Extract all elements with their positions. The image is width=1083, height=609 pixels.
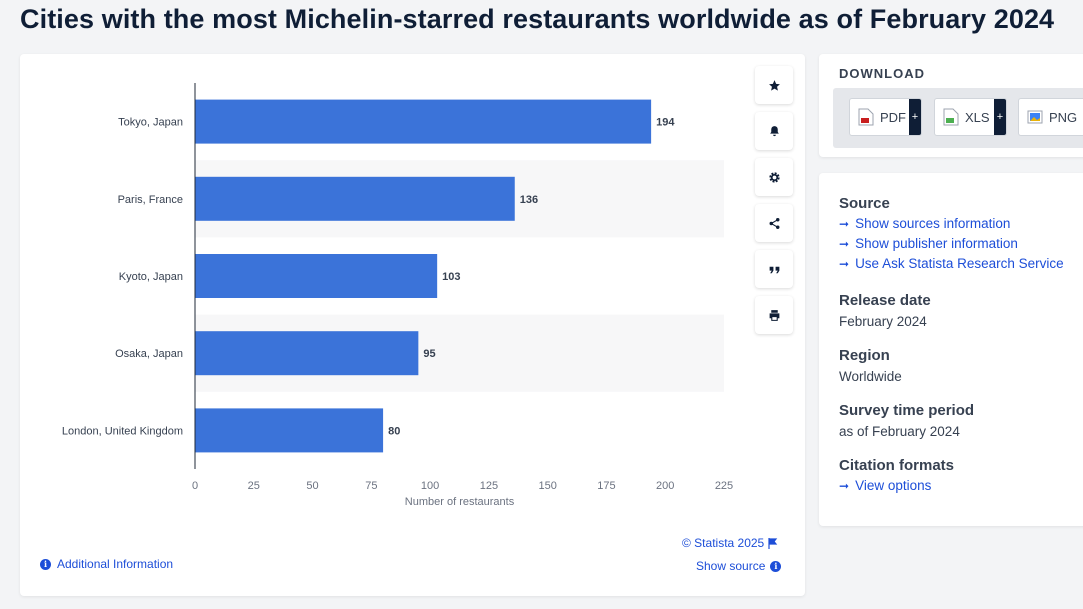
download-pdf-button[interactable]: PDF + — [849, 98, 922, 136]
bar[interactable] — [195, 99, 652, 144]
survey-heading: Survey time period — [839, 402, 975, 419]
ask-statista-link[interactable]: ➞ Use Ask Statista Research Service — [839, 256, 1064, 271]
value-label: 80 — [388, 425, 400, 437]
png-file-icon — [1027, 110, 1043, 124]
print-icon — [769, 309, 779, 321]
source-heading: Source — [839, 195, 890, 212]
x-tick-label: 50 — [306, 480, 318, 492]
print-button[interactable] — [755, 296, 793, 334]
release-section: Release date February 2024 — [839, 292, 931, 329]
bar[interactable] — [195, 331, 419, 376]
arrow-right-icon: ➞ — [839, 478, 850, 493]
notification-button[interactable] — [755, 112, 793, 150]
share-icon — [769, 217, 779, 229]
view-options-link[interactable]: ➞ View options — [839, 478, 954, 493]
value-label: 95 — [423, 348, 435, 360]
bar[interactable] — [195, 254, 438, 298]
ask-statista-label: Use Ask Statista Research Service — [855, 256, 1064, 271]
citation-heading: Citation formats — [839, 457, 955, 474]
pdf-plus[interactable]: + — [909, 99, 921, 135]
x-tick-label: 150 — [538, 480, 556, 492]
png-label: PNG — [1049, 109, 1078, 125]
download-xls-button[interactable]: XLS + — [934, 98, 1007, 136]
info-icon: i — [770, 560, 782, 572]
favorite-button[interactable] — [755, 66, 793, 104]
region-section: Region Worldwide — [839, 347, 902, 384]
x-tick-label: 100 — [421, 480, 439, 492]
source-card: Source ➞ Show sources information ➞ Show p… — [819, 173, 1083, 526]
x-tick-label: 75 — [365, 480, 377, 492]
credit-text: © Statista 2025 — [682, 536, 765, 550]
chart-toolbar — [755, 66, 795, 342]
release-heading: Release date — [839, 292, 931, 309]
show-publisher-link[interactable]: ➞ Show publisher information — [839, 236, 1064, 251]
bar[interactable] — [195, 408, 384, 453]
bar-chart: Tokyo, Japan 194 Paris, France 136 Kyoto, Ja… — [62, 83, 733, 508]
x-tick-label: 25 — [248, 480, 260, 492]
arrow-right-icon: ➞ — [839, 236, 850, 251]
quote-icon — [769, 266, 779, 273]
survey-value: as of February 2024 — [839, 424, 960, 439]
value-label: 194 — [656, 117, 675, 129]
additional-info-label: Additional Information — [57, 557, 174, 571]
xls-file-icon — [943, 108, 959, 126]
value-label: 136 — [520, 194, 538, 206]
pdf-label: PDF — [880, 109, 906, 125]
pdf-file-icon — [858, 108, 874, 126]
chart-card: Tokyo, Japan 194 Paris, France 136 Kyoto, Ja… — [20, 54, 805, 596]
x-tick-label: 200 — [656, 480, 674, 492]
arrow-right-icon: ➞ — [839, 256, 850, 271]
x-tick-label: 175 — [597, 480, 615, 492]
survey-section: Survey time period as of February 2024 — [839, 402, 974, 439]
category-label: London, United Kingdom — [62, 425, 183, 437]
settings-button[interactable] — [755, 158, 793, 196]
info-icon: i — [40, 558, 51, 570]
flag-icon — [768, 537, 778, 549]
region-value: Worldwide — [839, 369, 902, 384]
bell-icon — [769, 125, 779, 136]
star-icon — [768, 79, 780, 91]
category-label: Paris, France — [118, 194, 183, 206]
download-title: DOWNLOAD — [839, 66, 925, 81]
xls-label: XLS — [965, 109, 990, 125]
share-button[interactable] — [755, 204, 793, 242]
show-sources-label: Show sources information — [855, 216, 1011, 231]
arrow-right-icon: ➞ — [839, 216, 850, 231]
download-card: DOWNLOAD PDF + XLS + PNG + — [819, 54, 1083, 157]
region-heading: Region — [839, 347, 890, 364]
page-title: Cities with the most Michelin-starred re… — [20, 4, 1055, 34]
x-tick-label: 125 — [480, 480, 498, 492]
xls-plus[interactable]: + — [994, 99, 1006, 135]
x-tick-label: 0 — [192, 480, 198, 492]
x-tick-label: 225 — [715, 480, 733, 492]
release-value: February 2024 — [839, 314, 927, 329]
view-options-label: View options — [855, 478, 932, 493]
category-label: Tokyo, Japan — [118, 117, 183, 129]
cite-button[interactable] — [755, 250, 793, 288]
download-strip: PDF + XLS + PNG + — [833, 88, 1083, 148]
category-label: Osaka, Japan — [115, 348, 183, 360]
category-label: Kyoto, Japan — [119, 271, 183, 283]
show-source-link[interactable]: Show source i — [696, 559, 782, 573]
x-axis-title: Number of restaurants — [405, 496, 515, 508]
download-png-button[interactable]: PNG + — [1018, 98, 1083, 136]
show-sources-link[interactable]: ➞ Show sources information — [839, 216, 1064, 231]
additional-info-link[interactable]: i Additional Information — [40, 557, 173, 571]
value-label: 103 — [442, 271, 460, 283]
show-publisher-label: Show publisher information — [855, 236, 1018, 251]
citation-section: Citation formats ➞ View options — [839, 457, 954, 493]
show-source-label: Show source — [696, 559, 766, 573]
statista-credit[interactable]: © Statista 2025 — [682, 536, 778, 550]
gear-icon — [768, 171, 780, 183]
source-section: Source ➞ Show sources information ➞ Show p… — [839, 195, 1064, 271]
bar[interactable] — [195, 176, 515, 221]
